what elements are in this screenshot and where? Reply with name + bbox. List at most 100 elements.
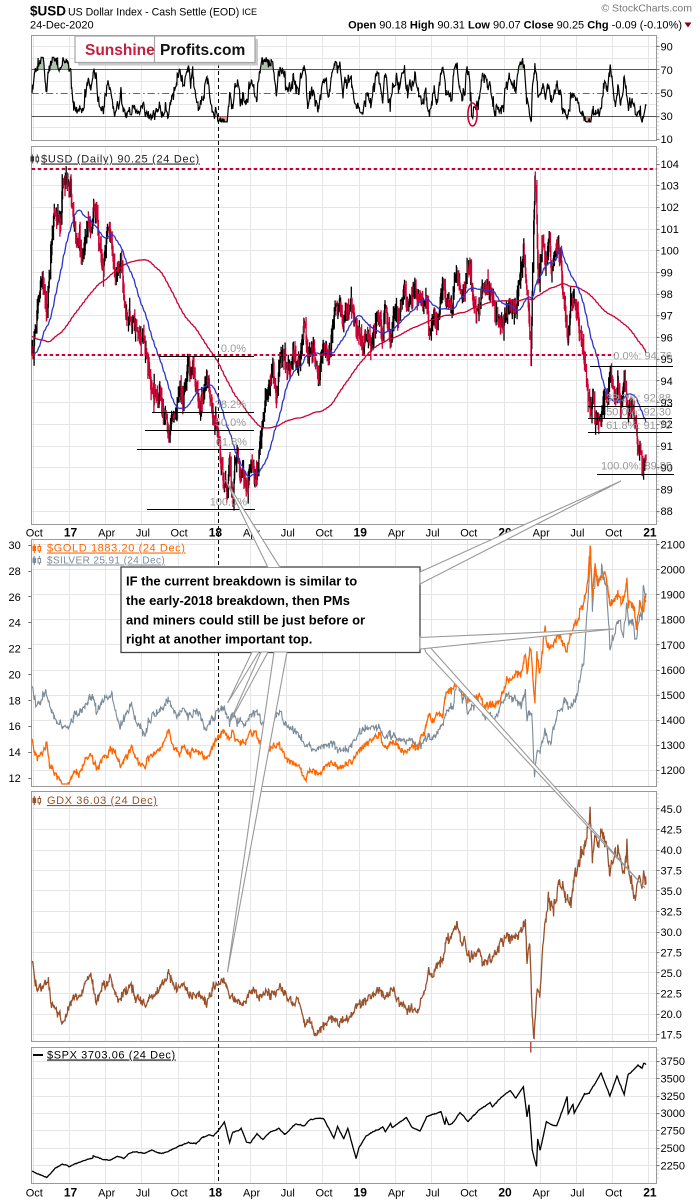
svg-text:Jul: Jul	[426, 528, 440, 540]
svg-text:the early-2018 breakdown, then: the early-2018 breakdown, then PMs	[126, 593, 350, 608]
svg-text:US Dollar Index - Cash Settle: US Dollar Index - Cash Settle (EOD)	[68, 7, 239, 19]
svg-text:104: 104	[661, 159, 679, 171]
svg-text:2250: 2250	[661, 1161, 685, 1173]
svg-text:30.0: 30.0	[661, 927, 682, 939]
svg-text:Jul: Jul	[136, 528, 150, 540]
svg-text:Apr: Apr	[388, 528, 405, 540]
svg-text:28: 28	[9, 566, 21, 578]
svg-text:0.0%: 0.0%	[221, 343, 246, 355]
svg-text:17: 17	[64, 1186, 78, 1200]
svg-text:70: 70	[661, 65, 673, 77]
svg-text:50: 50	[661, 88, 673, 100]
svg-text:26: 26	[9, 592, 21, 604]
svg-text:Jul: Jul	[426, 1188, 440, 1200]
svg-text:Oct: Oct	[460, 528, 477, 540]
svg-text:$SILVER 25.91 (24 Dec): $SILVER 25.91 (24 Dec)	[47, 556, 165, 567]
svg-text:92: 92	[661, 419, 673, 431]
svg-text:61.8%: 91.70: 61.8%: 91.70	[606, 420, 671, 432]
svg-text:102: 102	[661, 202, 679, 214]
svg-text:Sunshine: Sunshine	[85, 42, 155, 59]
svg-text:95: 95	[661, 354, 673, 366]
svg-text:Oct: Oct	[460, 1188, 477, 1200]
svg-text:20.0: 20.0	[661, 1009, 682, 1021]
svg-text:1600: 1600	[661, 665, 685, 677]
svg-text:2000: 2000	[661, 565, 685, 577]
svg-text:Apr: Apr	[533, 1188, 550, 1200]
svg-text:21: 21	[643, 1186, 657, 1200]
svg-text:$GOLD 1883.20 (24 Dec): $GOLD 1883.20 (24 Dec)	[47, 543, 186, 555]
svg-text:10: 10	[661, 134, 673, 146]
svg-text:61.8%: 61.8%	[216, 437, 247, 449]
svg-text:96: 96	[661, 332, 673, 344]
svg-text:Jul: Jul	[136, 1188, 150, 1200]
svg-text:35.0: 35.0	[661, 886, 682, 898]
svg-text:1800: 1800	[661, 615, 685, 627]
svg-text:$USD: $USD	[30, 4, 66, 19]
svg-text:14: 14	[9, 747, 21, 759]
svg-text:22.5: 22.5	[661, 988, 682, 1000]
svg-text:99: 99	[661, 267, 673, 279]
svg-text:32.5: 32.5	[661, 906, 682, 918]
svg-text:30: 30	[661, 111, 673, 123]
svg-text:98: 98	[661, 289, 673, 301]
svg-text:3250: 3250	[661, 1091, 685, 1103]
svg-text:20: 20	[498, 1186, 512, 1200]
svg-text:2750: 2750	[661, 1126, 685, 1138]
svg-text:Oct: Oct	[605, 528, 622, 540]
svg-text:18: 18	[209, 1186, 223, 1200]
svg-text:$USD (Daily) 90.25 (24 Dec): $USD (Daily) 90.25 (24 Dec)	[41, 154, 200, 166]
svg-text:and miners could still be just: and miners could still be just before or	[126, 612, 365, 627]
svg-text:Oct: Oct	[315, 1188, 332, 1200]
svg-text:Apr: Apr	[243, 1188, 260, 1200]
svg-text:101: 101	[661, 224, 679, 236]
svg-text:37.5: 37.5	[661, 865, 682, 877]
svg-text:1900: 1900	[661, 590, 685, 602]
svg-text:Oct: Oct	[26, 528, 43, 540]
svg-text:16: 16	[9, 721, 21, 733]
svg-text:40.0: 40.0	[661, 845, 682, 857]
svg-text:38.2%: 38.2%	[215, 399, 246, 411]
svg-text:IF the current breakdown is si: IF the current breakdown is similar to	[126, 574, 357, 589]
svg-text:© StockCharts.com: © StockCharts.com	[601, 3, 692, 15]
svg-text:90: 90	[661, 42, 673, 54]
svg-text:88: 88	[661, 506, 673, 518]
svg-text:50.0%: 92.30: 50.0%: 92.30	[606, 407, 671, 419]
svg-text:Jul: Jul	[570, 528, 584, 540]
svg-text:91: 91	[661, 441, 673, 453]
svg-text:Oct: Oct	[171, 528, 188, 540]
svg-text:12: 12	[9, 773, 21, 785]
svg-text:$SPX 3703.06 (24 Dec): $SPX 3703.06 (24 Dec)	[47, 1050, 176, 1062]
svg-text:17.5: 17.5	[661, 1029, 682, 1041]
svg-text:Jul: Jul	[281, 528, 295, 540]
svg-text:Jul: Jul	[570, 1188, 584, 1200]
svg-text:100.0%: 89.85: 100.0%: 89.85	[601, 461, 672, 473]
svg-text:Jul: Jul	[281, 1188, 295, 1200]
svg-text:22: 22	[9, 644, 21, 656]
svg-text:1300: 1300	[661, 740, 685, 752]
svg-text:Oct: Oct	[171, 1188, 188, 1200]
svg-text:1200: 1200	[661, 765, 685, 777]
svg-text:1400: 1400	[661, 715, 685, 727]
svg-text:Oct: Oct	[315, 528, 332, 540]
svg-text:97: 97	[661, 311, 673, 323]
svg-text:19: 19	[354, 1186, 368, 1200]
svg-text:20: 20	[9, 669, 21, 681]
svg-text:3750: 3750	[661, 1056, 685, 1068]
svg-text:25.0: 25.0	[661, 968, 682, 980]
svg-text:Apr: Apr	[98, 1188, 115, 1200]
svg-text:ICE: ICE	[242, 7, 257, 17]
svg-text:24-Dec-2020: 24-Dec-2020	[30, 20, 94, 32]
svg-text:38.2%: 92.88: 38.2%: 92.88	[606, 393, 671, 405]
svg-text:27.5: 27.5	[661, 947, 682, 959]
svg-text:42.5: 42.5	[661, 824, 682, 836]
svg-text:21: 21	[643, 526, 657, 540]
svg-text:18: 18	[209, 526, 223, 540]
svg-text:18: 18	[9, 695, 21, 707]
svg-text:GDX 36.03 (24 Dec): GDX 36.03 (24 Dec)	[47, 795, 157, 807]
svg-text:24: 24	[9, 618, 21, 630]
svg-text:2100: 2100	[661, 539, 685, 551]
svg-text:Oct: Oct	[26, 1188, 43, 1200]
svg-text:Profits.com: Profits.com	[160, 42, 245, 59]
svg-text:Apr: Apr	[388, 1188, 405, 1200]
svg-text:103: 103	[661, 181, 679, 193]
